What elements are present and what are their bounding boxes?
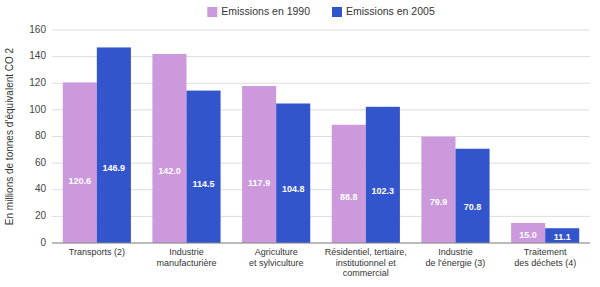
legend-label: Emissions en 1990 [221, 5, 310, 17]
legend-swatch [332, 7, 342, 17]
x-tick-label-line: Industrie [438, 247, 473, 257]
data-label: 88.8 [340, 192, 358, 202]
x-tick-label-line: commercial [343, 268, 389, 278]
x-tick-label: Industriemanufacturière [156, 247, 216, 268]
grid-line [52, 83, 590, 84]
bar [545, 228, 579, 243]
x-tick-label: Agricultureet sylviculture [249, 247, 304, 268]
y-tick-label: 60 [35, 157, 47, 168]
y-tick-label: 160 [29, 24, 46, 35]
x-tick-label: Traitementdes déchets (4) [514, 247, 576, 268]
bar [63, 82, 97, 243]
y-tick-label: 120 [29, 77, 46, 88]
grid-line [52, 189, 590, 190]
x-tick-label-line: manufacturière [156, 258, 216, 268]
data-label: 120.6 [69, 176, 92, 186]
x-tick-label-line: Résidentiel, tertiaire, [325, 247, 407, 257]
legend-label: Emissions en 2005 [346, 5, 435, 17]
legend-item: Emissions en 2005 [332, 5, 435, 17]
bars [63, 47, 579, 243]
data-label: 117.9 [248, 178, 270, 188]
data-label: 102.3 [372, 186, 395, 196]
x-tick-label: Transports (2) [69, 247, 125, 257]
x-tick-label-line: Industrie [169, 247, 204, 257]
bar [421, 137, 455, 243]
x-tick-label-line: institutionnel et [336, 258, 397, 268]
grid-line [52, 30, 590, 31]
bar [366, 107, 400, 243]
legend: Emissions en 1990 Emissions en 2005 [207, 5, 435, 17]
x-tick-label-line: de l'énergie (3) [426, 258, 486, 268]
y-tick-label: 140 [29, 50, 46, 61]
data-label: 142.0 [158, 166, 181, 176]
chart-svg: 0 20 40 60 80 100 120 140 160 120.6 142.0 117.9 88.8… [0, 0, 600, 287]
y-tick-label: 100 [29, 104, 46, 115]
bar [242, 86, 276, 243]
data-label: 104.8 [282, 184, 305, 194]
chart-container: 0 20 40 60 80 100 120 140 160 120.6 142.0 117.9 88.8… [0, 0, 600, 287]
bar [332, 125, 366, 243]
x-tick-label-line: Agriculture [255, 247, 298, 257]
x-tick-label-line: des déchets (4) [514, 258, 576, 268]
grid-line [52, 56, 590, 57]
grid [52, 30, 590, 243]
y-tick-label: 0 [40, 237, 46, 248]
grid-line [52, 163, 590, 164]
data-label: 11.1 [554, 232, 571, 242]
x-tick-label-line: et sylviculture [249, 258, 304, 268]
x-axis-line [52, 243, 590, 244]
x-tick-label: Résidentiel, tertiaire,institutionnel et… [325, 247, 407, 278]
data-label: 114.5 [193, 179, 215, 189]
data-label: 146.9 [103, 163, 126, 173]
bar [456, 149, 490, 243]
x-tick-label: Industriede l'énergie (3) [426, 247, 486, 268]
bar [276, 103, 310, 243]
y-tick-label: 80 [35, 130, 47, 141]
grid-line [52, 216, 590, 217]
bar [511, 223, 545, 243]
bar [187, 91, 221, 243]
data-labels: 120.6 142.0 117.9 88.8 79.9 15.0 146.9 114.5 104… [69, 163, 571, 242]
legend-item: Emissions en 1990 [207, 5, 310, 17]
grid-line [52, 109, 590, 110]
bar [97, 47, 131, 243]
data-label: 79.9 [430, 197, 448, 207]
y-tick-label: 40 [35, 183, 47, 194]
data-label: 70.8 [464, 202, 482, 212]
legend-swatch [207, 7, 217, 17]
x-tick-label-line: Transports (2) [69, 247, 125, 257]
grid-line [52, 136, 590, 137]
y-tick-label: 20 [35, 210, 47, 221]
bar [152, 54, 186, 243]
y-axis-label: En millions de tonnes d’équivalent CO 2 [4, 47, 15, 225]
data-label: 15.0 [519, 230, 537, 240]
x-tick-label-line: Traitement [524, 247, 567, 257]
grid-line [52, 243, 590, 244]
